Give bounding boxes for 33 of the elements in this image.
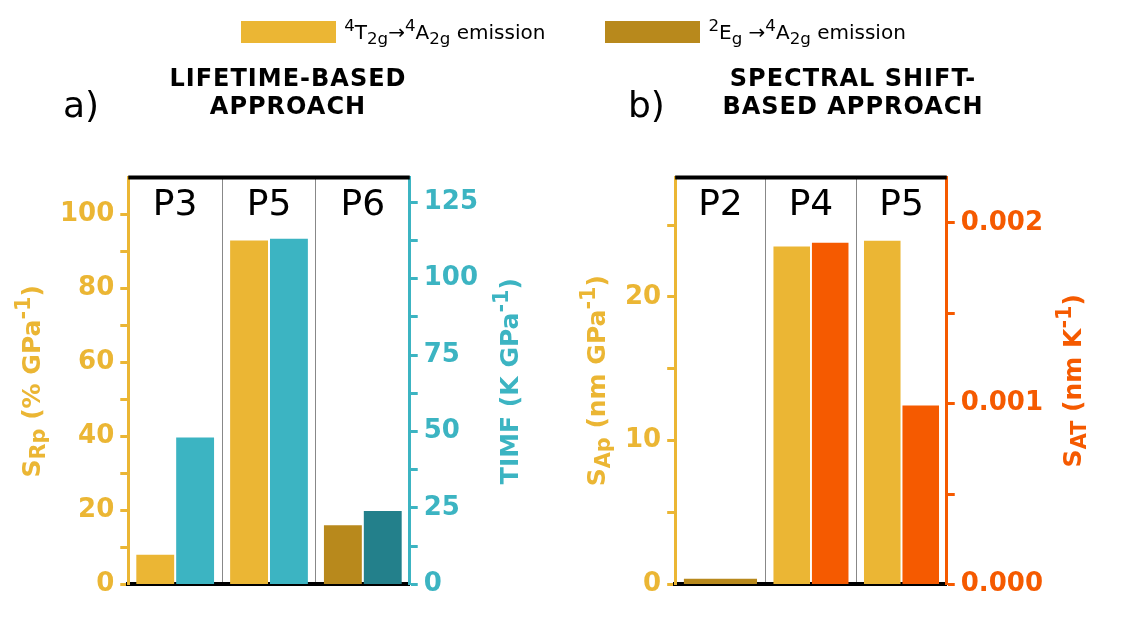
y2-tick-label: 0.001	[960, 386, 1044, 417]
y-tick-label: 0	[96, 567, 115, 598]
bar	[136, 554, 175, 584]
y2-tick-label: 75	[423, 337, 460, 368]
y2-tick-label: 100	[423, 261, 479, 292]
y-tick-label: 20	[624, 279, 662, 310]
legend-label: $^{2}$E$_{g}$ →$^{4}$A$_{2g}$ emission	[708, 16, 906, 48]
chart-title: SPECTRAL SHIFT-BASED APPROACH	[721, 64, 985, 120]
y2-tick-label: 125	[423, 184, 479, 215]
y2-tick-label: 0.002	[960, 205, 1044, 236]
text: a)	[63, 84, 100, 125]
x-tick-label: P3	[152, 181, 198, 223]
x-tick-label: P5	[879, 181, 924, 223]
y-tick-label: 100	[59, 197, 115, 228]
y-tick-label: 20	[78, 493, 115, 524]
y-tick-label: 80	[78, 271, 115, 302]
y-tick-label: 0	[643, 567, 662, 598]
y-tick-label: 10	[624, 423, 662, 454]
text: b)	[628, 84, 665, 125]
x-tick-label: P4	[788, 181, 834, 223]
y2-tick-label: 25	[423, 490, 460, 521]
x-tick-label: P5	[246, 181, 292, 223]
y2-tick-label: 50	[423, 414, 460, 445]
y-tick-label: 40	[78, 419, 115, 450]
y2-tick-label: 0.000	[960, 567, 1044, 598]
y2-tick-label: 0	[423, 567, 442, 598]
x-tick-label: P2	[698, 181, 743, 223]
x-tick-label: P6	[340, 181, 386, 223]
legend-label: $^{4}$T$_{2g}$→$^{4}$A$_{2g}$ emission	[344, 16, 546, 48]
bar	[683, 578, 757, 584]
bar	[176, 437, 215, 584]
y-tick-label: 60	[78, 345, 115, 376]
chart-title: LIFETIME-BASED APPROACH	[168, 64, 408, 120]
